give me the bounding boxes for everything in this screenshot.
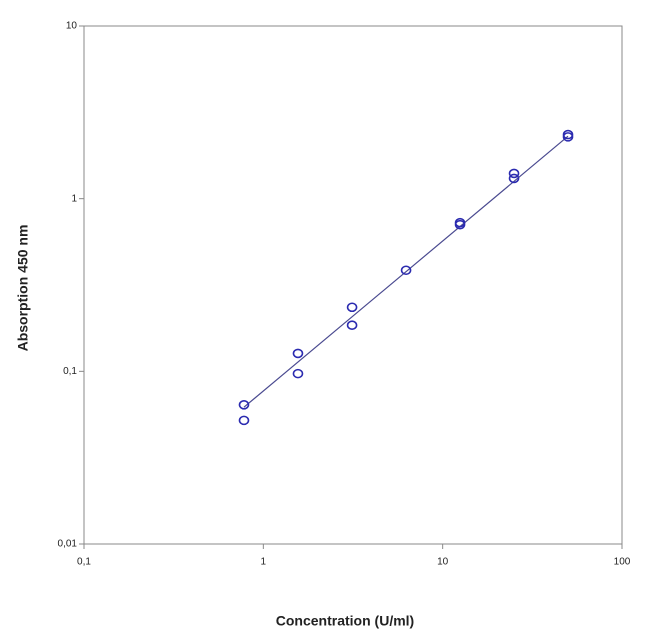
data-point xyxy=(562,132,574,142)
data-point xyxy=(292,368,304,379)
data-point xyxy=(292,348,304,359)
y-tick-label: 1 xyxy=(71,193,77,204)
y-tick-label: 0,01 xyxy=(58,539,78,550)
data-point xyxy=(238,415,250,426)
y-tick-label: 0,1 xyxy=(63,366,77,377)
fit-line xyxy=(243,135,569,408)
data-point xyxy=(454,219,466,230)
data-point xyxy=(508,173,520,184)
data-point xyxy=(238,399,250,410)
y-axis-title: Absorption 450 nm xyxy=(15,225,31,352)
x-axis-title: Concentration (U/ml) xyxy=(276,613,414,629)
data-point xyxy=(346,320,358,331)
x-tick-label: 1 xyxy=(261,557,267,568)
y-tick-label: 10 xyxy=(66,21,78,32)
data-point xyxy=(346,302,358,313)
data-point xyxy=(508,168,520,179)
x-tick-label: 10 xyxy=(437,557,449,568)
data-point xyxy=(400,265,412,276)
x-tick-label: 100 xyxy=(614,557,631,568)
x-tick-label: 0,1 xyxy=(77,557,91,568)
plot-frame xyxy=(83,25,623,545)
